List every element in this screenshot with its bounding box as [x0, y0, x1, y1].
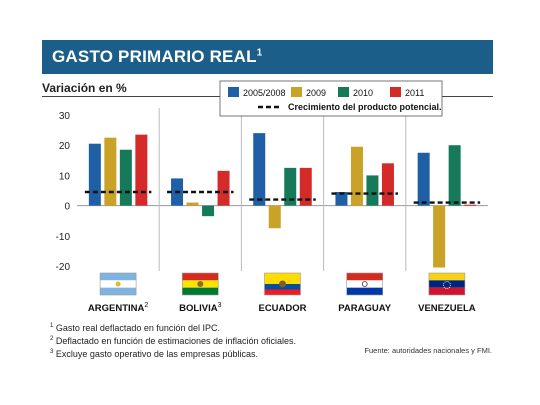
flag-emblem: [279, 280, 286, 288]
legend-swatch-2009: [291, 87, 302, 97]
category-label-argentina: ARGENTINA2: [88, 302, 148, 314]
flag-stripe: [428, 287, 465, 295]
bar-ecuador-2011: [299, 167, 312, 206]
flag-stripe: [346, 280, 383, 288]
bar-paraguay-2009: [350, 146, 363, 206]
y-tick-label-3: 0: [64, 202, 70, 213]
flag-stripe: [428, 273, 465, 281]
category-label-ecuador: ECUADOR: [258, 303, 306, 314]
flag-border: [182, 272, 219, 296]
argentina-flag: [99, 272, 137, 296]
chart-subtitle: Variación en %: [42, 81, 127, 95]
bar-paraguay-2010: [366, 175, 379, 206]
bar-ecuador-2005-2008: [253, 133, 266, 206]
legend-label-2011: 2011: [405, 88, 424, 98]
bar-ecuador-2009: [268, 205, 281, 229]
bar-paraguay-2005-2008: [335, 192, 348, 206]
footnotes: 1 Gasto real deflactado en función del I…: [50, 321, 296, 360]
chart-title: GASTO PRIMARIO REAL1: [52, 47, 263, 66]
flag-emblem: [361, 281, 368, 287]
bar-venezuela-2009: [433, 205, 446, 268]
flag-stripe: [428, 280, 465, 288]
flag-stripe: [100, 287, 137, 295]
legend-label-2005-2008: 2005/2008: [243, 88, 286, 98]
legend-swatch-2011: [390, 87, 401, 97]
flag-stripe: [346, 287, 383, 295]
flag-border: [346, 272, 384, 296]
category-label-paraguay: PARAGUAY: [338, 303, 391, 314]
bar-argentina-2011: [135, 134, 148, 206]
flag-sun: [115, 281, 121, 287]
category-label-bolivia: BOLIVIA3: [179, 302, 222, 314]
legend-label-2010: 2010: [353, 88, 373, 98]
legend-label-2009: 2009: [306, 88, 326, 98]
flag-emblem: [197, 281, 204, 287]
ecuador-flag: [264, 272, 301, 296]
bar-argentina-2010: [119, 149, 132, 206]
y-tick-label-2: 10: [59, 171, 71, 182]
flag-stripe: [346, 273, 383, 281]
flag-border: [99, 272, 137, 296]
bolivia-flag: [182, 272, 219, 296]
legend-swatch-2005-2008: [228, 87, 239, 97]
footnote-1: 1 Gasto real deflactado en función del I…: [50, 323, 220, 333]
y-tick-label-5: -20: [56, 262, 71, 273]
flag-border: [428, 272, 466, 296]
title-banner: GASTO PRIMARIO REAL1: [42, 40, 493, 74]
paraguay-flag: [346, 272, 384, 296]
footnote-3: 3 Excluye gasto operativo de las empresa…: [50, 349, 258, 359]
flag-border: [264, 272, 301, 296]
flag-stripe: [100, 273, 137, 281]
legend-box: [219, 80, 443, 117]
bar-bolivia-2010: [202, 205, 215, 217]
flag-stripe: [264, 273, 301, 284]
category-label-venezuela: VENEZUELA: [418, 303, 476, 314]
footnote-2: 2 Deflactado en función de estimaciones …: [50, 336, 297, 346]
y-tick-label-1: 20: [59, 141, 71, 152]
bar-argentina-2005-2008: [88, 143, 101, 206]
bar-venezuela-2010: [448, 145, 461, 206]
bar-paraguay-2011: [381, 163, 394, 206]
flag-stripe: [264, 289, 301, 295]
bar-argentina-2009: [104, 137, 117, 206]
bar-venezuela-2005-2008: [417, 152, 430, 206]
flag-stripe: [182, 273, 219, 281]
bar-bolivia-2009: [186, 202, 199, 206]
legend-label-potential-growth: Crecimiento del producto potencial.: [288, 102, 442, 112]
source-note: Fuente: autoridades nacionales y FMI.: [364, 346, 492, 355]
flag-stripe: [182, 287, 219, 295]
bar-venezuela-2011: [464, 204, 477, 206]
bar-ecuador-2010: [284, 167, 297, 206]
flag-stars: [442, 281, 451, 289]
y-tick-label-4: -10: [56, 232, 71, 243]
bar-bolivia-2011: [217, 170, 230, 206]
legend-swatch-2010: [338, 87, 349, 97]
y-tick-label-0: 30: [59, 111, 71, 122]
venezuela-flag: [428, 272, 466, 296]
